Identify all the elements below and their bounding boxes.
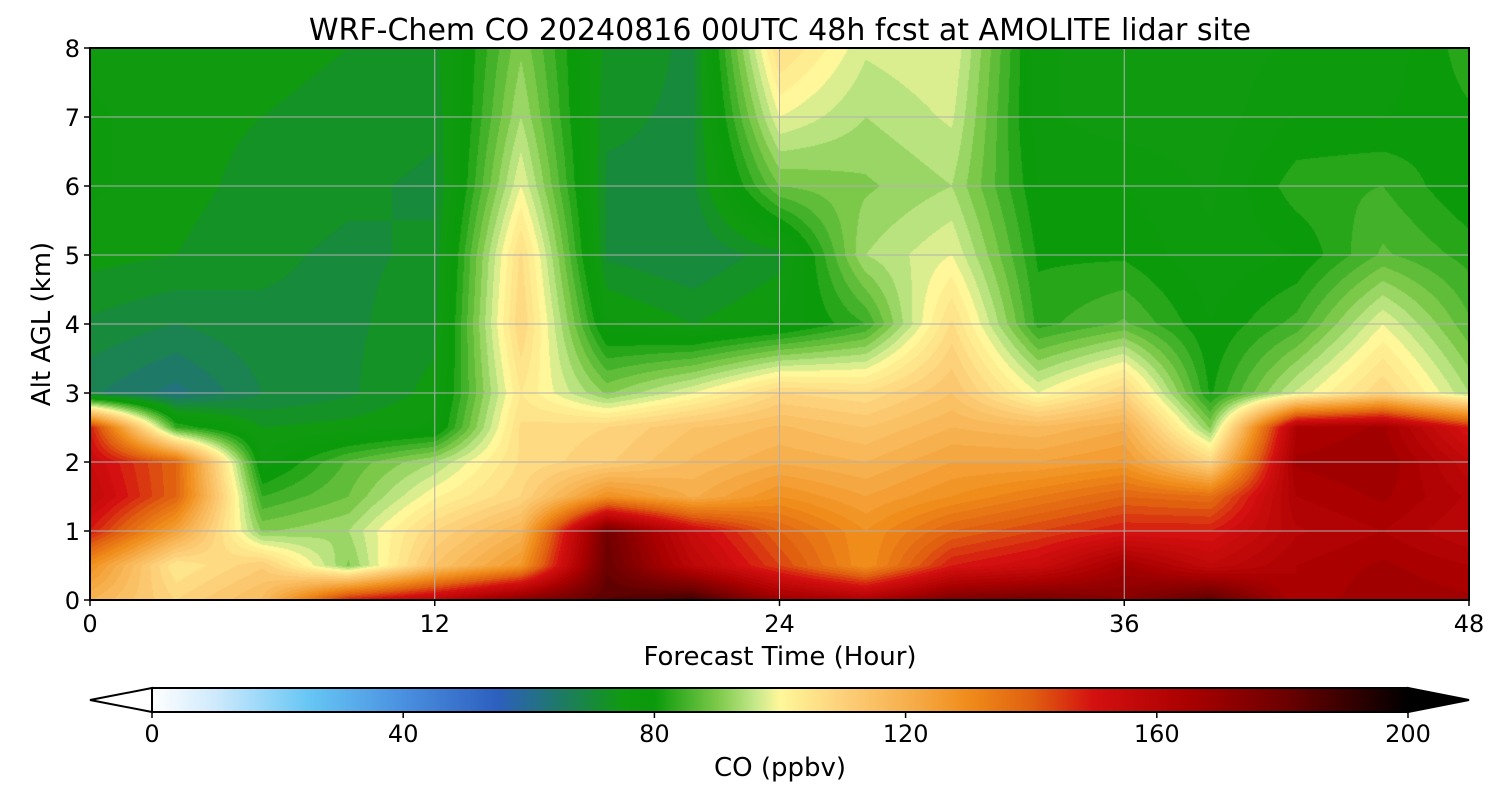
colorbar-tick-label: 80 [639, 720, 670, 748]
x-tick-label: 48 [1454, 610, 1485, 638]
colorbar-tick-label: 40 [388, 720, 419, 748]
y-tick-label: 1 [65, 518, 80, 546]
y-axis-label: Alt AGL (km) [27, 242, 57, 406]
x-axis-label: Forecast Time (Hour) [643, 642, 916, 672]
colorbar-tick-label: 0 [144, 720, 159, 748]
x-tick-label: 12 [419, 610, 450, 638]
y-tick-label: 0 [65, 587, 80, 615]
y-tick-label: 8 [65, 35, 80, 63]
colorbar-tick-label: 120 [883, 720, 929, 748]
x-tick-label: 24 [764, 610, 795, 638]
colorbar-body [151, 687, 1409, 713]
x-tick-label: 36 [1109, 610, 1140, 638]
x-axis-ticks: 0 12 24 36 48 [82, 600, 1484, 638]
chart-title: WRF-Chem CO 20240816 00UTC 48h fcst at A… [309, 13, 1251, 48]
colorbar-label: CO (ppbv) [714, 753, 846, 783]
colorbar-ticks: 0 40 80 120 160 200 [144, 712, 1431, 748]
y-tick-label: 6 [65, 173, 80, 201]
x-tick-label: 0 [82, 610, 97, 638]
colorbar-tick-label: 200 [1385, 720, 1431, 748]
colorbar: 0 40 80 120 160 200 CO (ppbv) [89, 686, 1470, 783]
colorbar-over-extension [1407, 686, 1470, 714]
y-tick-label: 3 [65, 380, 80, 408]
y-tick-label: 2 [65, 449, 80, 477]
y-tick-label: 5 [65, 242, 80, 270]
y-axis-ticks: 0 1 2 3 4 5 6 7 8 [65, 35, 90, 615]
colorbar-tick-label: 160 [1134, 720, 1180, 748]
y-tick-label: 4 [65, 311, 80, 339]
y-tick-label: 7 [65, 104, 80, 132]
colorbar-under-extension [89, 686, 153, 714]
